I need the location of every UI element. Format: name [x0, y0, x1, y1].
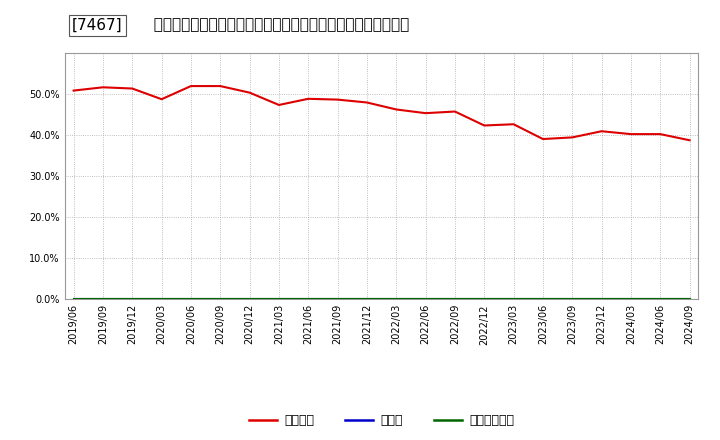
Legend: 自己資本, のれん, 繰延税金資産: 自己資本, のれん, 繰延税金資産 [244, 409, 519, 432]
Text: [7467]: [7467] [72, 18, 122, 33]
Text: 自己資本、のれん、繰延税金資産の総資産に対する比率の推移: 自己資本、のれん、繰延税金資産の総資産に対する比率の推移 [144, 18, 409, 33]
